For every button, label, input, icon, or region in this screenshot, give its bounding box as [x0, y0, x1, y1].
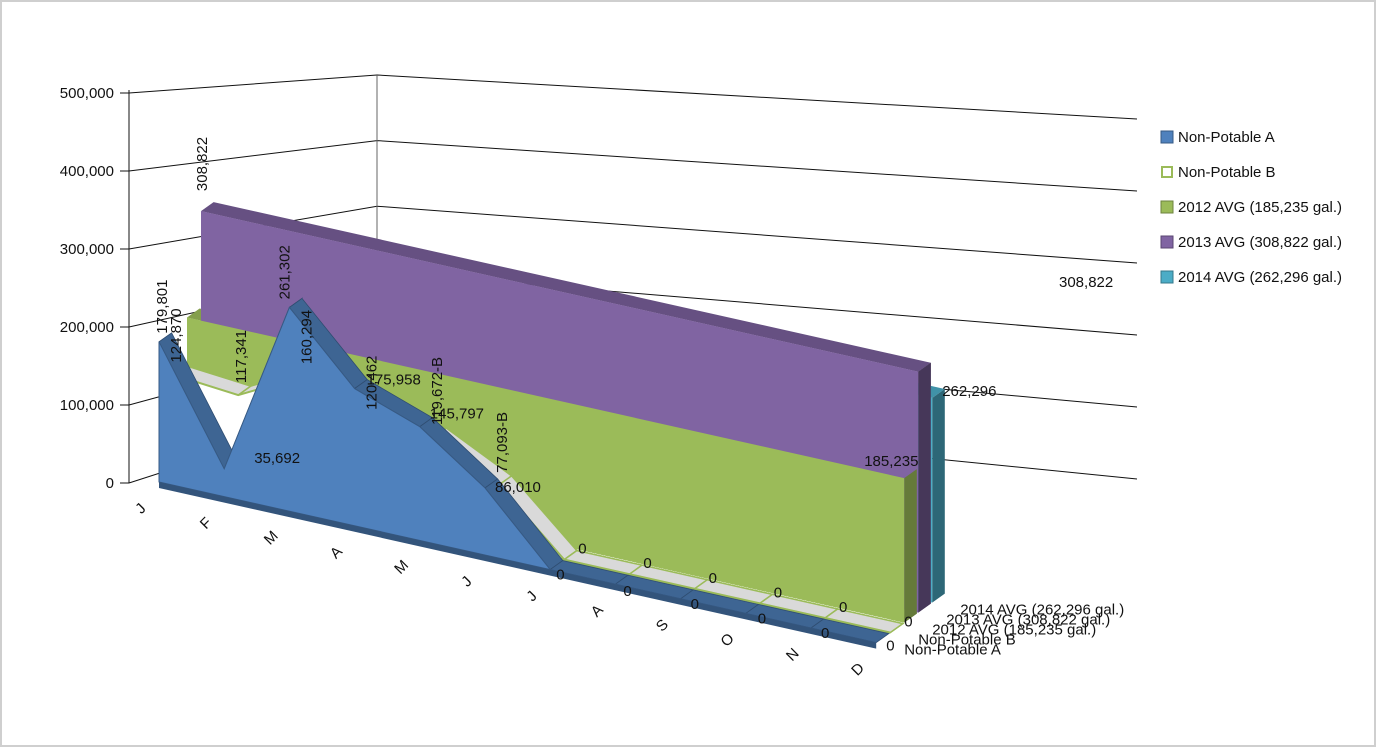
x-tick-label: S — [653, 616, 672, 635]
series-a-base — [159, 482, 877, 649]
depth-axis-label: 2013 AVG (308,822 gal.) — [946, 612, 1110, 629]
y-tick-label: 200,000 — [60, 319, 114, 336]
data-label-b: 0 — [643, 555, 651, 572]
x-tick-label: F — [197, 514, 216, 533]
data-label-a: 0 — [691, 596, 699, 613]
legend-swatch — [1161, 166, 1173, 178]
legend-swatch — [1160, 270, 1174, 284]
legend: Non-Potable A Non-Potable B 2012 AVG (185,… — [1160, 129, 1342, 286]
data-label-b: 0 — [578, 541, 586, 558]
data-label-b: 160,294 — [298, 310, 315, 364]
data-label-a: 0 — [623, 583, 631, 600]
data-label-b: 124,870 — [168, 308, 185, 362]
legend-swatch — [1160, 130, 1174, 144]
data-label-a: 86,010 — [495, 479, 541, 496]
x-tick-label: M — [391, 557, 412, 578]
data-label-2012: 185,235 — [864, 453, 918, 470]
x-tick-label: A — [588, 601, 607, 620]
legend-label: 2014 AVG (262,296 gal.) — [1178, 269, 1342, 286]
data-label-b: 117,341 — [233, 330, 250, 383]
depth-axis-label: 2014 AVG (262,296 gal.) — [960, 602, 1124, 619]
data-label-a: 0 — [821, 625, 829, 642]
legend-label: Non-Potable A — [1178, 129, 1275, 146]
data-label-a: 0 — [758, 610, 766, 627]
legend-label: 2012 AVG (185,235 gal.) — [1178, 199, 1342, 216]
data-labels: 179,801 35,692 261,302 175,958 145,797 86,010… — [154, 137, 1113, 655]
avg-side-overlay — [904, 469, 917, 623]
data-label-2013: 308,822 — [1059, 274, 1113, 291]
y-tick-label: 0 — [106, 475, 114, 492]
avg-2014-side — [932, 389, 945, 603]
data-label-b: 77,093-B — [494, 412, 511, 473]
data-label-b: 0 — [904, 614, 912, 631]
data-areas — [158, 202, 945, 649]
gridline — [128, 74, 1138, 120]
legend-label: Non-Potable B — [1178, 164, 1276, 181]
x-tick-label: O — [717, 630, 737, 650]
x-tick-label: N — [783, 645, 803, 665]
y-tick-label: 100,000 — [60, 397, 114, 414]
data-label-a: 179,801 — [154, 280, 171, 334]
data-label-b: 0 — [839, 599, 847, 616]
x-tick-label: A — [327, 543, 346, 562]
gridline — [128, 140, 1138, 192]
x-tick-label: J — [523, 588, 540, 605]
data-label-b: 120,462 — [364, 356, 381, 410]
avg-side-overlay — [918, 362, 931, 613]
y-tick-label: 400,000 — [60, 163, 114, 180]
legend-label: 2013 AVG (308,822 gal.) — [1178, 234, 1342, 251]
data-label-a: 0 — [556, 567, 564, 584]
data-label-a: 261,302 — [276, 245, 293, 299]
x-tick-label: D — [848, 659, 868, 679]
avg-2013-top — [201, 202, 931, 372]
legend-swatch — [1160, 235, 1174, 249]
data-label-a: 145,797 — [430, 406, 484, 423]
depth-axis-label: Non-Potable A — [904, 642, 1001, 659]
data-label-a: 35,692 — [254, 450, 300, 467]
x-tick-label: J — [458, 573, 475, 590]
y-tick-label: 300,000 — [60, 241, 114, 258]
data-label-a: 0 — [886, 638, 894, 655]
data-label-b: 0 — [774, 584, 782, 601]
depth-axis-label: 2012 AVG (185,235 gal.) — [932, 622, 1096, 639]
data-label-b: 119,672-B — [429, 357, 446, 425]
x-tick-label: J — [132, 500, 149, 517]
data-label-b: 0 — [709, 570, 717, 587]
data-label-2014: 262,296 — [942, 383, 996, 400]
x-tick-label: M — [261, 528, 282, 549]
data-label-a: 175,958 — [367, 372, 421, 389]
legend-swatch — [1160, 200, 1174, 214]
depth-axis-label: Non-Potable B — [918, 632, 1016, 649]
y-tick-label: 500,000 — [60, 85, 114, 102]
data-label-2013: 308,822 — [194, 137, 211, 191]
